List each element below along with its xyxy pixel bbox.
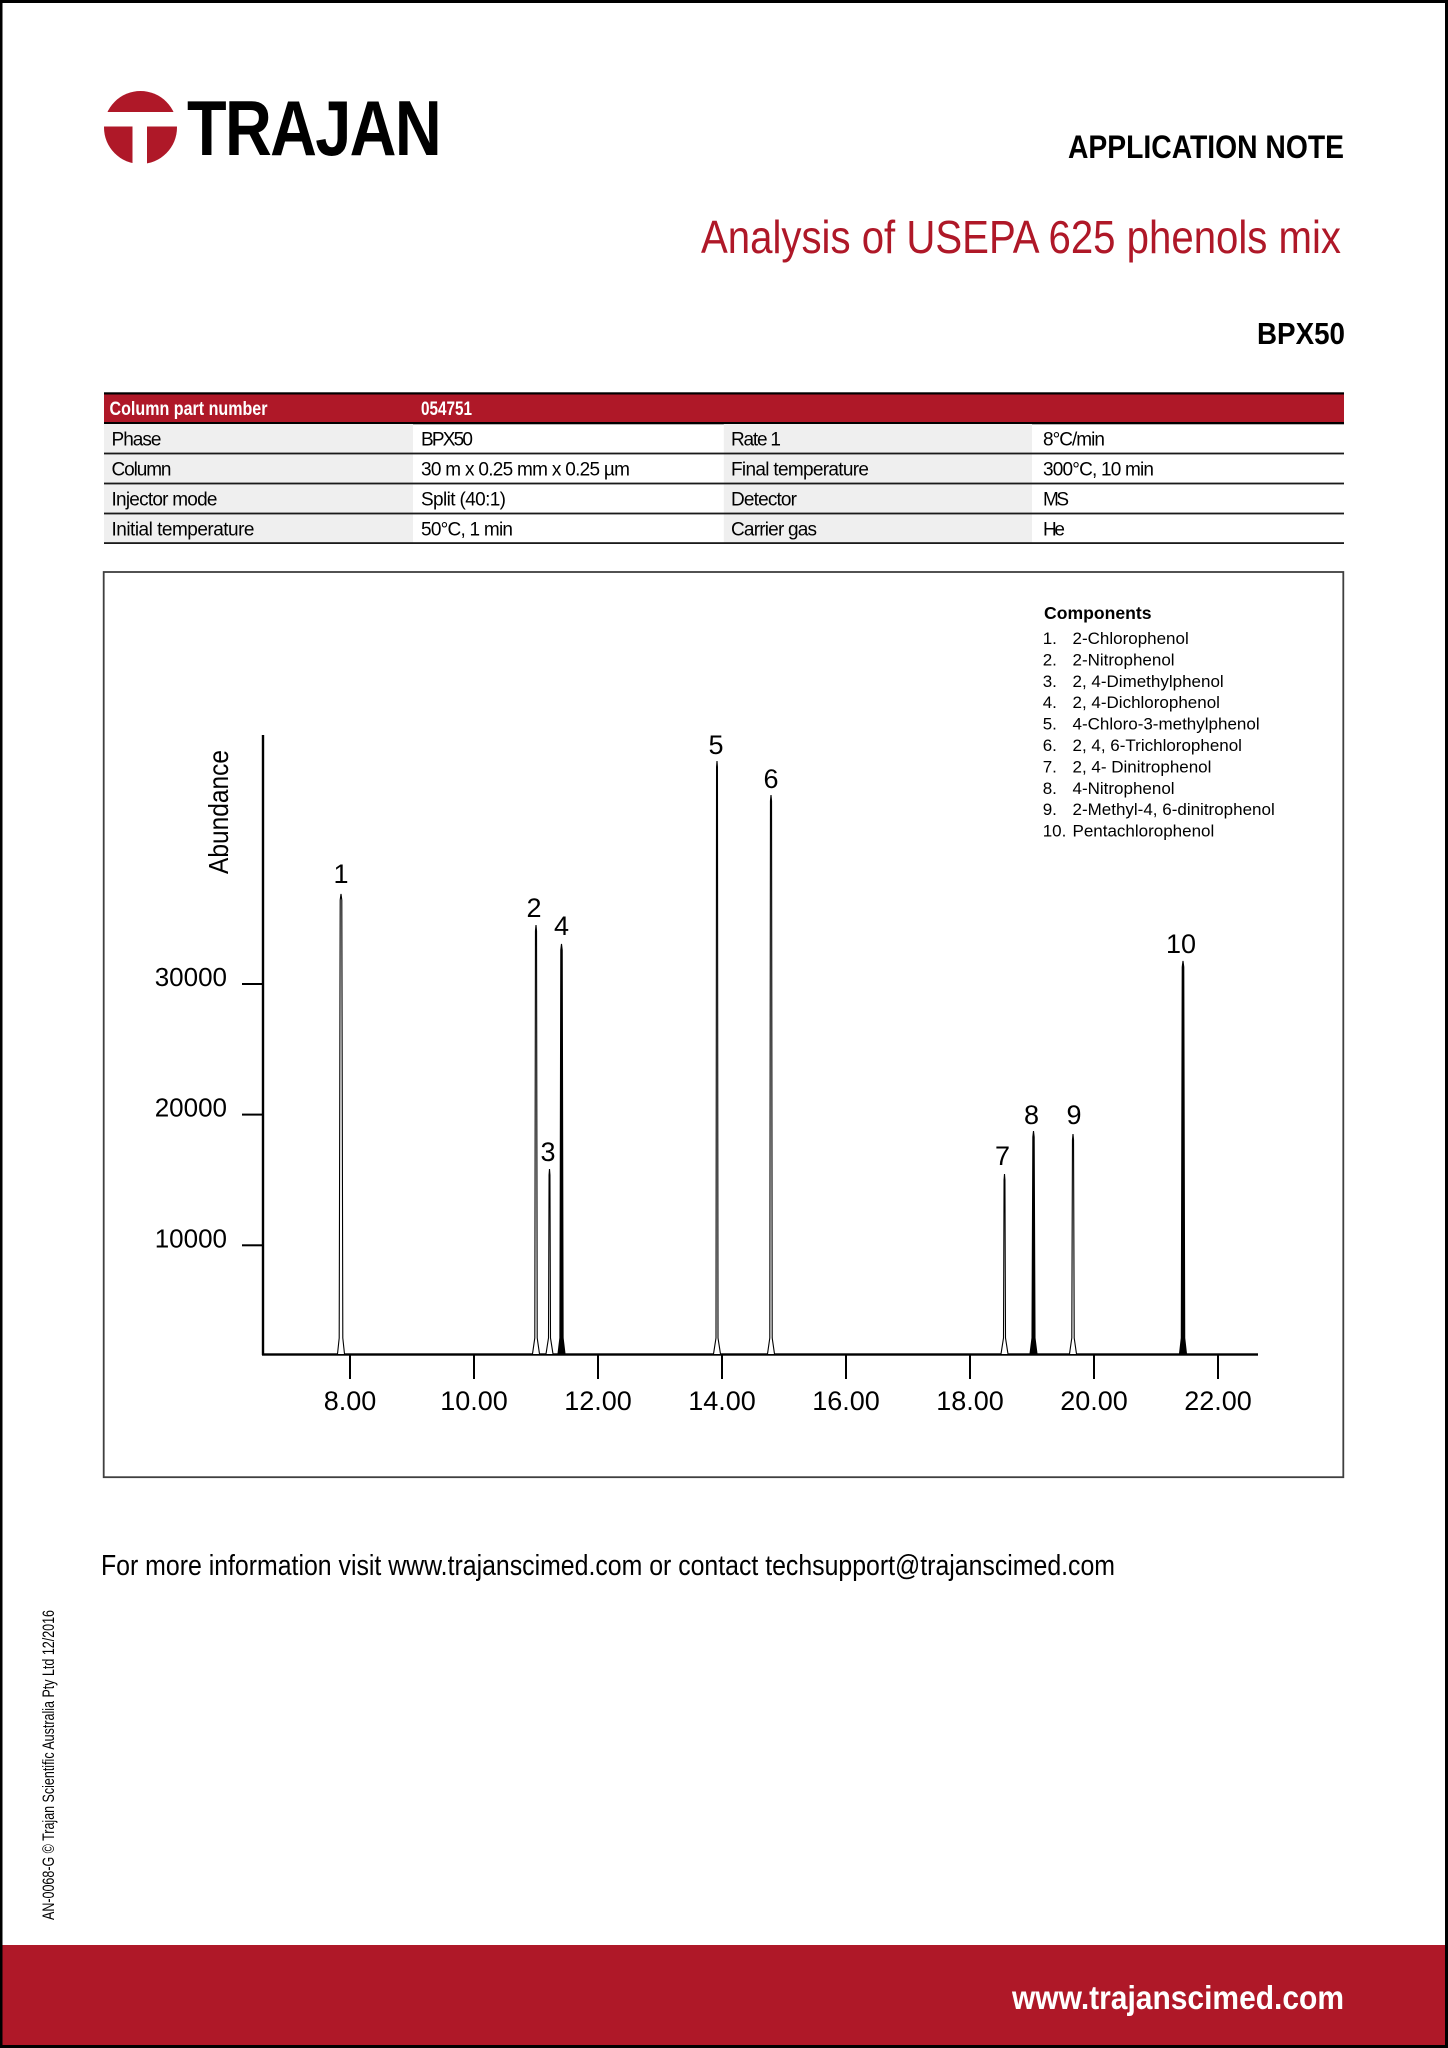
svg-text:7: 7 [995, 1141, 1010, 1171]
svg-text:8.: 8. [1043, 779, 1057, 798]
svg-text:2, 4- Dinitrophenol: 2, 4- Dinitrophenol [1073, 757, 1212, 776]
svg-text:For more information visit www: For more information visit www.trajansci… [101, 1550, 1115, 1582]
svg-text:9.: 9. [1043, 800, 1057, 819]
svg-text:8.00: 8.00 [324, 1386, 377, 1416]
svg-text:2.: 2. [1043, 650, 1057, 669]
svg-text:6.: 6. [1043, 736, 1057, 755]
svg-text:300°C, 10 min: 300°C, 10 min [1043, 460, 1154, 481]
svg-text:2-Methyl-4, 6-dinitrophenol: 2-Methyl-4, 6-dinitrophenol [1073, 800, 1275, 819]
svg-text:10000: 10000 [155, 1223, 227, 1253]
svg-text:2-Nitrophenol: 2-Nitrophenol [1073, 650, 1175, 669]
svg-text:10.00: 10.00 [440, 1386, 508, 1416]
svg-text:3.: 3. [1043, 672, 1057, 691]
svg-text:22.00: 22.00 [1184, 1386, 1252, 1416]
svg-text:50°C, 1 min: 50°C, 1 min [421, 520, 513, 541]
svg-text:1: 1 [333, 859, 348, 889]
svg-text:Injector mode: Injector mode [112, 490, 218, 511]
svg-text:Rate 1: Rate 1 [731, 430, 781, 451]
svg-text:2, 4-Dimethylphenol: 2, 4-Dimethylphenol [1073, 672, 1224, 691]
svg-text:Phase: Phase [112, 430, 162, 451]
svg-text:1.: 1. [1043, 629, 1057, 648]
svg-text:Split (40:1): Split (40:1) [421, 490, 506, 511]
svg-text:Pentachlorophenol: Pentachlorophenol [1073, 822, 1215, 841]
svg-text:3: 3 [540, 1137, 555, 1167]
svg-text:Final temperature: Final temperature [731, 460, 869, 481]
svg-text:MS: MS [1043, 490, 1069, 511]
svg-text:Components: Components [1044, 603, 1152, 623]
svg-text:He: He [1043, 520, 1065, 541]
svg-text:AN-0068-G © Trajan Scientific: AN-0068-G © Trajan Scientific Australia … [40, 1610, 58, 1920]
svg-text:TRAJAN: TRAJAN [187, 84, 440, 172]
svg-text:BPX50: BPX50 [1257, 316, 1345, 351]
svg-text:2: 2 [526, 893, 541, 923]
svg-text:30 m x 0.25 mm x 0.25 µm: 30 m x 0.25 mm x 0.25 µm [421, 460, 630, 481]
svg-text:APPLICATION NOTE: APPLICATION NOTE [1068, 129, 1344, 165]
svg-text:18.00: 18.00 [936, 1386, 1004, 1416]
svg-text:8: 8 [1024, 1100, 1039, 1130]
svg-text:5: 5 [708, 730, 723, 760]
svg-text:20.00: 20.00 [1060, 1386, 1128, 1416]
svg-text:4: 4 [554, 911, 569, 941]
svg-text:16.00: 16.00 [812, 1386, 880, 1416]
svg-text:4.: 4. [1043, 693, 1057, 712]
svg-text:Abundance: Abundance [203, 750, 234, 874]
svg-text:4-Chloro-3-methylphenol: 4-Chloro-3-methylphenol [1073, 715, 1260, 734]
svg-text:20000: 20000 [155, 1093, 227, 1123]
svg-text:Column part number: Column part number [110, 399, 269, 420]
svg-text:Analysis of USEPA 625 phenols: Analysis of USEPA 625 phenols mix [701, 211, 1341, 263]
svg-text:12.00: 12.00 [564, 1386, 632, 1416]
svg-text:Carrier gas: Carrier gas [731, 520, 817, 541]
svg-text:9: 9 [1066, 1100, 1081, 1130]
svg-text:14.00: 14.00 [688, 1386, 756, 1416]
svg-text:5.: 5. [1043, 715, 1057, 734]
svg-text:BPX50: BPX50 [421, 430, 473, 451]
svg-text:www.trajanscimed.com: www.trajanscimed.com [1011, 1979, 1344, 2016]
svg-text:7.: 7. [1043, 757, 1057, 776]
svg-text:054751: 054751 [421, 399, 472, 420]
svg-text:Detector: Detector [731, 490, 798, 511]
svg-text:10.: 10. [1043, 822, 1067, 841]
svg-text:8°C/min: 8°C/min [1043, 430, 1105, 451]
svg-text:2, 4-Dichlorophenol: 2, 4-Dichlorophenol [1073, 693, 1220, 712]
svg-text:2-Chlorophenol: 2-Chlorophenol [1073, 629, 1189, 648]
svg-text:2, 4, 6-Trichlorophenol: 2, 4, 6-Trichlorophenol [1073, 736, 1242, 755]
svg-text:6: 6 [763, 764, 778, 794]
svg-text:4-Nitrophenol: 4-Nitrophenol [1073, 779, 1175, 798]
svg-text:Column: Column [112, 460, 172, 481]
svg-text:Initial temperature: Initial temperature [112, 520, 255, 541]
svg-text:10: 10 [1166, 929, 1196, 959]
svg-text:30000: 30000 [155, 962, 227, 992]
